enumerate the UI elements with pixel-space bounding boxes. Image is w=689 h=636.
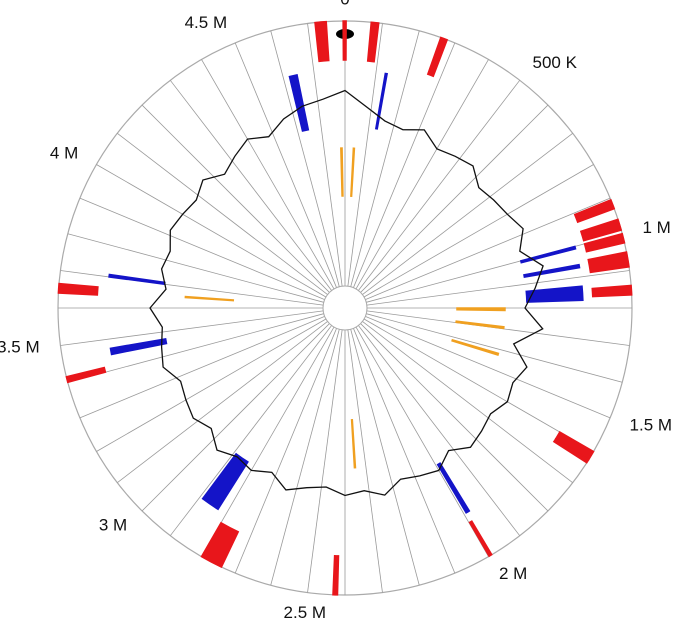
spoke bbox=[169, 325, 332, 536]
spoke bbox=[96, 318, 327, 452]
feature bbox=[573, 198, 616, 224]
tick-label: 2 M bbox=[499, 564, 527, 583]
spoke bbox=[270, 30, 340, 287]
spoke bbox=[117, 132, 328, 295]
feature bbox=[340, 147, 344, 197]
spoke bbox=[60, 310, 324, 346]
feature bbox=[57, 282, 99, 296]
feature bbox=[184, 295, 235, 302]
feature bbox=[350, 147, 356, 197]
feature bbox=[552, 437, 590, 464]
spoke bbox=[201, 326, 335, 557]
feature bbox=[108, 273, 166, 286]
spoke bbox=[117, 321, 328, 484]
feature bbox=[583, 232, 626, 253]
feature bbox=[366, 21, 380, 63]
feature bbox=[314, 20, 330, 63]
spoke bbox=[234, 42, 337, 288]
spoke bbox=[201, 59, 335, 290]
feature bbox=[288, 73, 310, 132]
spoke bbox=[350, 30, 420, 287]
tick-label: 500 K bbox=[532, 53, 577, 72]
spoke bbox=[60, 270, 324, 306]
feature bbox=[587, 251, 630, 274]
gc-line bbox=[149, 89, 544, 497]
spoke bbox=[67, 313, 324, 383]
spoke bbox=[79, 197, 325, 300]
feature bbox=[200, 521, 240, 569]
feature bbox=[451, 338, 500, 356]
spoke bbox=[363, 164, 594, 298]
spoke bbox=[353, 328, 456, 574]
feature bbox=[426, 36, 449, 78]
feature bbox=[342, 20, 347, 61]
spoke bbox=[169, 80, 332, 291]
spoke bbox=[366, 233, 623, 303]
tick-label: 4.5 M bbox=[185, 13, 228, 32]
feature bbox=[350, 418, 357, 469]
spoke bbox=[270, 329, 340, 586]
spoke bbox=[358, 325, 521, 536]
feature bbox=[109, 337, 168, 356]
spoke bbox=[141, 104, 330, 293]
feature bbox=[468, 520, 493, 558]
spoke bbox=[350, 329, 420, 586]
center-circle bbox=[322, 285, 368, 331]
spoke bbox=[67, 233, 324, 303]
feature bbox=[201, 452, 249, 511]
spoke bbox=[307, 23, 343, 287]
spoke bbox=[366, 313, 623, 383]
tick-label: 1 M bbox=[643, 218, 671, 237]
spoke bbox=[355, 326, 489, 557]
spoke bbox=[234, 328, 337, 574]
tick-label: 1.5 M bbox=[630, 415, 673, 434]
spoke bbox=[360, 323, 549, 512]
spoke bbox=[366, 270, 630, 306]
tick-label: 3 M bbox=[99, 515, 127, 534]
feature bbox=[455, 320, 505, 330]
spoke bbox=[362, 321, 573, 484]
feature bbox=[579, 218, 623, 242]
feature bbox=[591, 284, 633, 298]
tick-label: 0 bbox=[340, 0, 349, 8]
spoke bbox=[362, 132, 573, 295]
tick-label: 4 M bbox=[50, 143, 78, 162]
spoke bbox=[355, 59, 489, 290]
feature bbox=[332, 555, 340, 596]
spoke bbox=[358, 80, 521, 291]
spoke bbox=[347, 329, 383, 593]
spoke bbox=[365, 316, 611, 419]
spoke bbox=[79, 316, 325, 419]
feature bbox=[523, 263, 581, 279]
spoke bbox=[141, 323, 330, 512]
feature bbox=[525, 285, 584, 303]
spoke bbox=[96, 164, 327, 298]
feature bbox=[436, 462, 471, 514]
spoke bbox=[347, 23, 383, 287]
feature bbox=[374, 72, 389, 130]
feature bbox=[65, 366, 107, 384]
feature bbox=[456, 307, 506, 312]
tick-label: 2.5 M bbox=[284, 603, 327, 622]
spoke bbox=[353, 42, 456, 288]
spoke bbox=[307, 329, 343, 593]
spoke bbox=[360, 104, 549, 293]
tick-label: 3.5 M bbox=[0, 338, 40, 357]
spoke bbox=[365, 197, 611, 300]
spoke bbox=[363, 318, 594, 452]
feature bbox=[519, 245, 577, 264]
